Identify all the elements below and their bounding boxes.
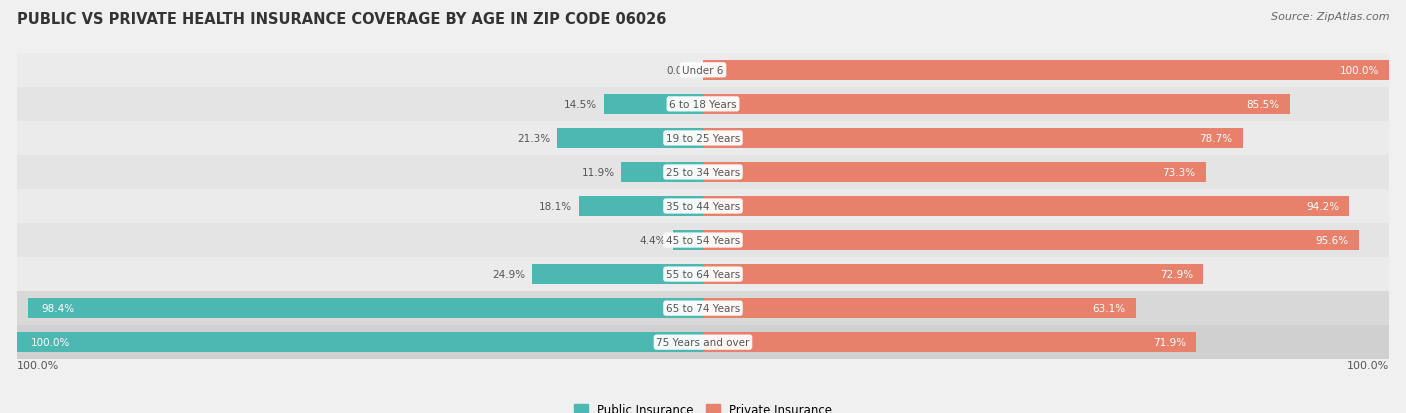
Text: 11.9%: 11.9% [581,168,614,178]
Text: 100.0%: 100.0% [1340,66,1379,76]
Text: 98.4%: 98.4% [42,304,75,313]
Text: 4.4%: 4.4% [640,235,666,245]
Text: PUBLIC VS PRIVATE HEALTH INSURANCE COVERAGE BY AGE IN ZIP CODE 06026: PUBLIC VS PRIVATE HEALTH INSURANCE COVER… [17,12,666,27]
Bar [579,196,703,217]
Text: 75 Years and over: 75 Years and over [657,337,749,347]
Bar [703,196,1350,217]
Bar [17,223,1389,257]
Text: 72.9%: 72.9% [1160,269,1192,280]
Text: 21.3%: 21.3% [517,133,550,144]
Bar [531,264,703,285]
Bar [17,156,1389,190]
Bar [603,95,703,115]
Bar [703,162,1206,183]
Bar [17,121,1389,156]
Bar [557,128,703,149]
Bar [621,162,703,183]
Text: 100.0%: 100.0% [17,360,59,370]
Text: 100.0%: 100.0% [1347,360,1389,370]
Text: 55 to 64 Years: 55 to 64 Years [666,269,740,280]
Bar [17,325,1389,359]
Text: 94.2%: 94.2% [1306,202,1339,211]
Bar [17,257,1389,292]
Bar [703,264,1204,285]
Text: 95.6%: 95.6% [1316,235,1348,245]
Text: 71.9%: 71.9% [1153,337,1187,347]
Text: 35 to 44 Years: 35 to 44 Years [666,202,740,211]
Text: Under 6: Under 6 [682,66,724,76]
Text: 73.3%: 73.3% [1163,168,1195,178]
Text: 85.5%: 85.5% [1246,100,1279,109]
Text: 19 to 25 Years: 19 to 25 Years [666,133,740,144]
Legend: Public Insurance, Private Insurance: Public Insurance, Private Insurance [569,398,837,413]
Text: 0.0%: 0.0% [666,66,693,76]
Text: Source: ZipAtlas.com: Source: ZipAtlas.com [1271,12,1389,22]
Text: 24.9%: 24.9% [492,269,526,280]
Text: 14.5%: 14.5% [564,100,596,109]
Text: 63.1%: 63.1% [1092,304,1126,313]
Bar [17,54,1389,88]
Text: 25 to 34 Years: 25 to 34 Years [666,168,740,178]
Bar [703,298,1136,318]
Bar [17,190,1389,223]
Bar [17,332,703,353]
Bar [703,230,1360,251]
Bar [17,88,1389,121]
Bar [703,95,1289,115]
Text: 100.0%: 100.0% [31,337,70,347]
Text: 18.1%: 18.1% [538,202,572,211]
Text: 78.7%: 78.7% [1199,133,1233,144]
Bar [28,298,703,318]
Bar [17,292,1389,325]
Bar [673,230,703,251]
Bar [703,332,1197,353]
Text: 65 to 74 Years: 65 to 74 Years [666,304,740,313]
Bar [703,60,1389,81]
Bar [703,128,1243,149]
Text: 45 to 54 Years: 45 to 54 Years [666,235,740,245]
Text: 6 to 18 Years: 6 to 18 Years [669,100,737,109]
